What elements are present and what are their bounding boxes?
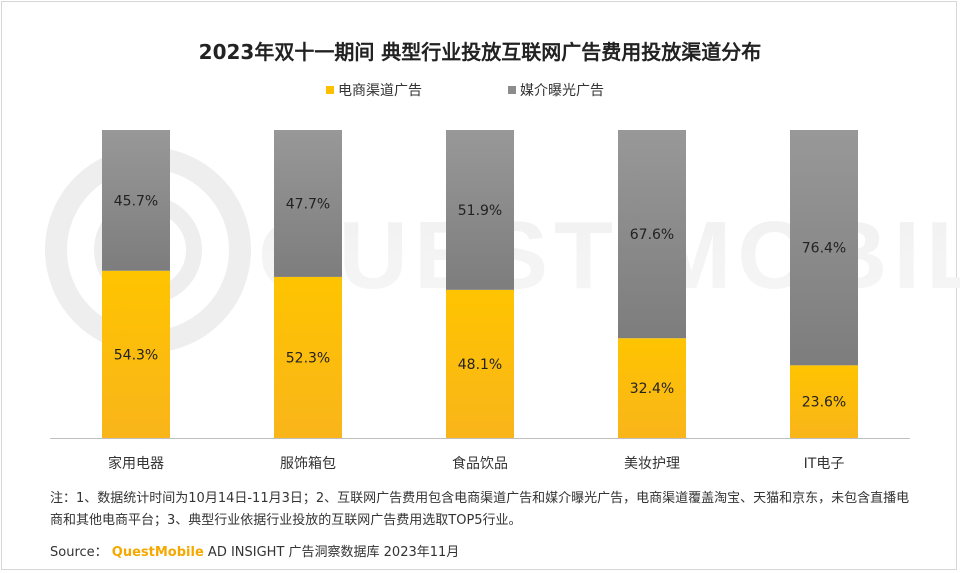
source-line: Source： QuestMobile AD INSIGHT 广告洞察数据库 2…: [50, 541, 459, 560]
source-brand: QuestMobile: [111, 545, 204, 560]
data-label-ecommerce-0: 54.3%: [114, 347, 158, 363]
bar-segment-ecommerce-3: [618, 338, 686, 438]
data-label-ecommerce-4: 23.6%: [802, 395, 846, 411]
legend-label-exposure: 媒介曝光广告: [520, 83, 604, 99]
legend-swatch-exposure: [508, 86, 516, 94]
chart-title: 2023年双十一期间 典型行业投放互联网广告费用投放渠道分布: [198, 40, 762, 64]
category-label-3: 美妆护理: [624, 456, 680, 472]
data-label-ecommerce-2: 48.1%: [458, 357, 502, 373]
data-label-ecommerce-3: 32.4%: [630, 381, 674, 397]
data-label-exposure-3: 67.6%: [630, 227, 674, 243]
bar-segment-ecommerce-4: [790, 365, 858, 438]
legend: 电商渠道广告 媒介曝光广告: [0, 80, 960, 100]
source-label: Source：: [50, 545, 108, 560]
legend-item-ecommerce: 电商渠道广告: [326, 80, 422, 100]
category-label-2: 食品饮品: [452, 455, 508, 472]
data-label-exposure-2: 51.9%: [458, 203, 502, 219]
bar-segment-exposure-1: [274, 130, 342, 277]
category-label-1: 服饰箱包: [280, 456, 336, 472]
bar-segment-exposure-3: [618, 130, 686, 339]
bar-segment-exposure-0: [102, 130, 170, 271]
bar-segment-ecommerce-2: [446, 289, 514, 438]
category-label-4: IT电子: [804, 456, 845, 472]
bar-segment-exposure-4: [790, 130, 858, 366]
bar-segment-ecommerce-0: [102, 270, 170, 438]
data-label-exposure-0: 45.7%: [114, 193, 158, 209]
stacked-bar-chart: 54.3% 45.7% 家用电器 52.3% 47.7% 服饰箱包 48.1% 51.9% 食品…: [50, 130, 910, 472]
bar-segment-exposure-2: [446, 130, 514, 290]
legend-item-exposure: 媒介曝光广告: [508, 80, 604, 100]
source-text: AD INSIGHT 广告洞察数据库 2023年11月: [207, 545, 460, 560]
bar-segment-ecommerce-1: [274, 276, 342, 438]
data-label-exposure-1: 47.7%: [286, 196, 330, 212]
footnote: 注：1、数据统计时间为10月14日-11月3日；2、互联网广告费用包含电商渠道广…: [50, 491, 910, 528]
category-label-0: 家用电器: [108, 455, 164, 472]
data-label-ecommerce-1: 52.3%: [286, 350, 330, 366]
legend-swatch-ecommerce: [326, 86, 334, 94]
legend-label-ecommerce: 电商渠道广告: [338, 83, 422, 99]
data-label-exposure-4: 76.4%: [802, 241, 846, 257]
